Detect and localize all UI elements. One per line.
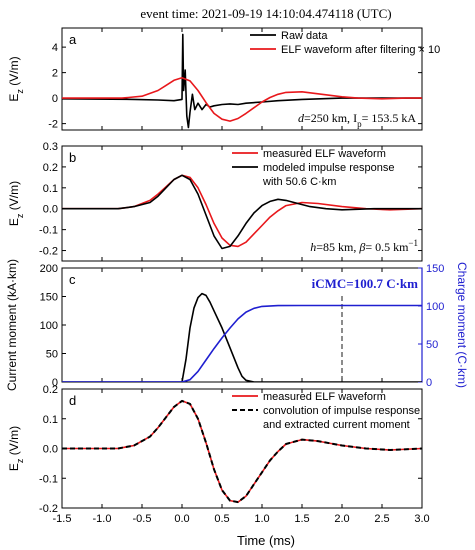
x-tick-label: 0.5: [214, 513, 229, 525]
y-tick-label: 0.0: [43, 204, 58, 216]
y-tick-label: 200: [40, 263, 58, 275]
y-tick-label: 0: [52, 377, 58, 389]
panel-frame: [61, 145, 423, 262]
y-tick-label: -2: [48, 119, 58, 131]
y-axis-label: Current moment (kA·km): [5, 259, 19, 391]
y-axis-label: Ez (V/m): [7, 426, 25, 471]
legend: Raw data ELF waveform after filtering × 1…: [250, 30, 440, 56]
y-tick-label: 0.3: [43, 141, 58, 153]
y-tick-label: 0.2: [43, 162, 58, 174]
series-line: [62, 399, 422, 504]
panel-frame: [61, 27, 423, 131]
legend-label: measured ELF waveform: [263, 148, 386, 160]
y-tick-label: 0.1: [43, 183, 58, 195]
panel-annotation: iCMC=100.7 C·km: [312, 276, 419, 291]
panel-letter: b: [69, 150, 76, 165]
series-line: [62, 33, 422, 129]
x-tick-label: 1.0: [254, 513, 269, 525]
x-tick-label: 2.0: [334, 513, 349, 525]
x-tick-label: 1.5: [294, 513, 309, 525]
y-tick-label: 0.2: [43, 384, 58, 396]
y-axis-label: Ez (V/m): [7, 181, 25, 226]
legend-label: measured ELF waveform: [263, 391, 386, 403]
x-tick-label: 0.0: [174, 513, 189, 525]
x-tick-label: -0.5: [133, 513, 152, 525]
y-tick-label: -0.2: [39, 503, 58, 515]
panel-annotation: h=85 km, β= 0.5 km−1: [310, 238, 418, 254]
series-line: [62, 76, 422, 122]
y-tick-label: 100: [40, 320, 58, 332]
panel-annotation: d=250 km, Ip= 153.5 kA: [298, 111, 416, 129]
panel-letter: c: [69, 272, 76, 287]
panel-a: a -2 0 2 4 Ez (V/m) Raw data ELF waveform after…: [7, 27, 440, 131]
y-tick-label-right: 0: [426, 377, 432, 389]
panel-d: d -1.5 -1.0 -0.5 0.0 0.5 1.0 1.5 2.0 2.5 3.0 -0.2 -0…: [7, 384, 430, 525]
x-axis-label: Time (ms): [237, 533, 295, 548]
x-tick-label: -1.5: [53, 513, 72, 525]
x-tick-label: -1.0: [93, 513, 112, 525]
y-axis-label-right: Charge moment (C·km): [455, 262, 469, 388]
y-tick-label: 0.0: [43, 444, 58, 456]
y-tick-label: 150: [40, 292, 58, 304]
legend-label: modeled impulse response: [263, 162, 394, 174]
y-tick-label-right: 50: [426, 339, 438, 351]
y-tick-label: 2: [52, 68, 58, 80]
legend-label: and extracted current moment: [263, 419, 410, 431]
y-tick-label-right: 150: [426, 263, 444, 275]
legend-label: ELF waveform after filtering × 10: [281, 44, 440, 56]
y-tick-label: -0.2: [39, 246, 58, 258]
panel-letter: a: [69, 32, 77, 47]
panel-c: c 0 50 100 150 200 Current moment (kA·km) 0 50 10…: [5, 259, 469, 391]
figure-title: event time: 2021-09-19 14:10:04.474118 (…: [140, 6, 391, 21]
series-line: [62, 292, 422, 382]
legend-label: Raw data: [281, 30, 328, 42]
y-tick-label: 0.1: [43, 414, 58, 426]
y-tick-label: -0.1: [39, 473, 58, 485]
series-line: [62, 304, 422, 382]
legend-label: convolution of impulse response: [263, 405, 420, 417]
series-line: [62, 174, 422, 250]
x-tick-label: 3.0: [414, 513, 429, 525]
legend-label: with 50.6 C·km: [262, 176, 336, 188]
panel-b: b -0.2 -0.1 0.0 0.1 0.2 0.3 Ez (V/m) measured EL…: [7, 141, 423, 262]
y-tick-label: -0.1: [39, 225, 58, 237]
x-tick-label: 2.5: [374, 513, 389, 525]
y-axis-label: Ez (V/m): [7, 56, 25, 101]
legend: measured ELF waveform modeled impulse res…: [232, 148, 394, 188]
series-line: [62, 174, 422, 248]
panel-letter: d: [69, 393, 76, 408]
y-tick-label: 50: [46, 349, 58, 361]
legend: measured ELF waveform convolution of impu…: [232, 391, 420, 431]
y-tick-label: 0: [52, 93, 58, 105]
y-tick-label-right: 100: [426, 301, 444, 313]
y-tick-label: 4: [52, 42, 58, 54]
